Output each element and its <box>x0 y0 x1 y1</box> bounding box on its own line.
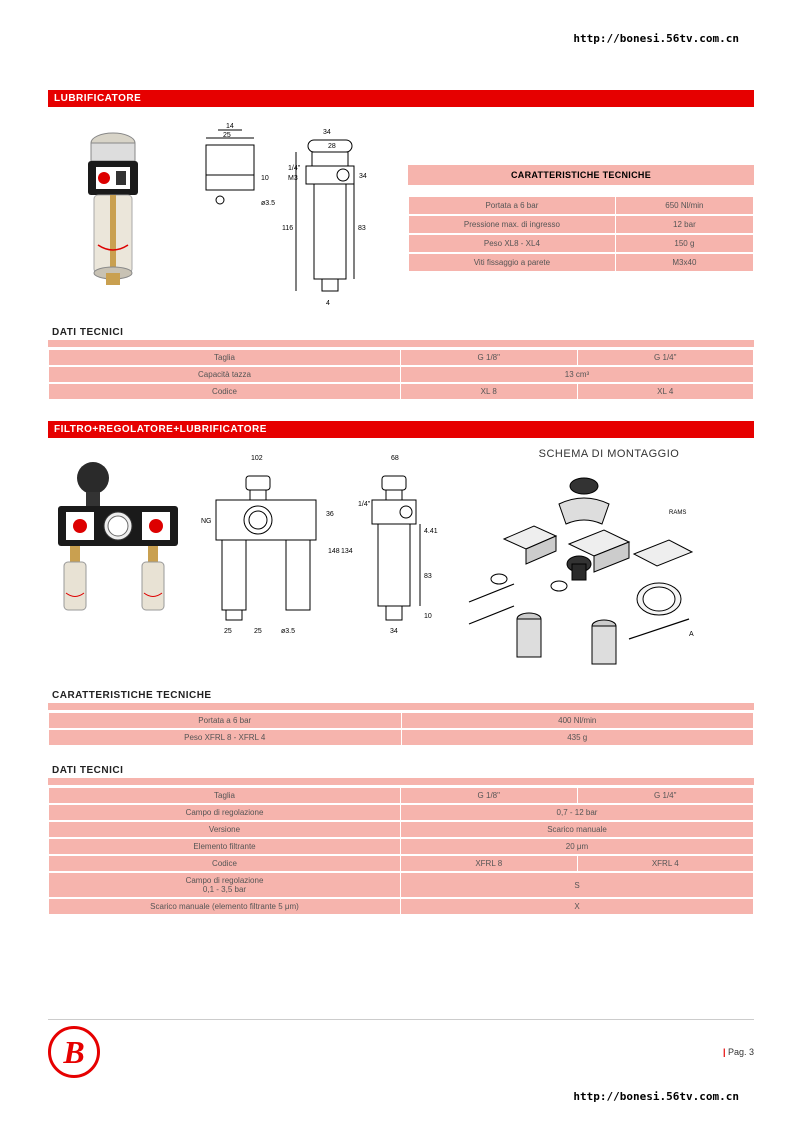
lubricator-photo <box>48 115 178 315</box>
table-row: Campo di regolazione 0,1 - 3,5 barS <box>49 873 753 897</box>
svg-text:10: 10 <box>424 613 432 620</box>
data-table-1: TagliaG 1/8"G 1/4" Capacità tazza13 cm³ … <box>48 348 754 401</box>
brand-logo: B <box>48 1026 100 1078</box>
svg-text:NG: NG <box>201 518 212 525</box>
svg-text:34: 34 <box>390 628 398 635</box>
section2-title: FILTRO+REGOLATORE+LUBRIFICATORE <box>48 421 754 438</box>
char-header-2: CARATTERISTICHE TECNICHE <box>48 688 754 710</box>
table-row: CodiceXL 8XL 4 <box>49 384 753 399</box>
svg-text:1/4": 1/4" <box>288 165 301 172</box>
table-row: Viti fissaggio a pareteM3x40 <box>409 254 753 271</box>
table-row: Peso XL8 - XL4150 g <box>409 235 753 252</box>
section1-specs-col: CARATTERISTICHE TECNICHE Portata a 6 bar… <box>408 115 754 273</box>
section1-title: LUBRIFICATORE <box>48 90 754 107</box>
svg-text:148: 148 <box>328 548 340 555</box>
table-row: TagliaG 1/8"G 1/4" <box>49 788 753 803</box>
url-footer: http://bonesi.56tv.com.cn <box>573 1090 739 1103</box>
svg-text:25: 25 <box>224 628 232 635</box>
svg-text:102: 102 <box>251 455 263 462</box>
svg-text:ø3.5: ø3.5 <box>261 200 275 207</box>
section2-content-row: 102 68 NG 25 25 ø3.5 36 148 134 <box>48 448 754 678</box>
table-row: Portata a 6 bar650 Nl/min <box>409 197 753 214</box>
svg-text:68: 68 <box>391 455 399 462</box>
svg-text:ø3.5: ø3.5 <box>281 628 295 635</box>
svg-text:A: A <box>689 631 694 638</box>
spec-table-1: Portata a 6 bar650 Nl/min Pressione max.… <box>408 195 754 273</box>
frl-tech-drawing: 102 68 NG 25 25 ø3.5 36 148 134 <box>196 448 456 678</box>
table-row: Scarico manuale (elemento filtrante 5 μm… <box>49 899 753 914</box>
svg-text:34: 34 <box>323 129 331 136</box>
table-row: Capacità tazza13 cm³ <box>49 367 753 382</box>
assembly-schema-col: SCHEMA DI MONTAGGIO RAMS <box>464 448 754 676</box>
table-row: VersioneScarico manuale <box>49 822 753 837</box>
svg-text:83: 83 <box>424 573 432 580</box>
svg-text:34: 34 <box>359 173 367 180</box>
schema-title: SCHEMA DI MONTAGGIO <box>464 448 754 460</box>
section1-content-row: 14 25 10 ø3.5 34 28 1/4" M3 83 116 4 34 <box>48 115 754 315</box>
table-row: CodiceXFRL 8XFRL 4 <box>49 856 753 871</box>
svg-text:25: 25 <box>254 628 262 635</box>
lubricator-tech-drawing: 14 25 10 ø3.5 34 28 1/4" M3 83 116 4 34 <box>188 115 398 315</box>
page-footer: B | Pag. 3 <box>48 1019 754 1078</box>
assembly-schema-drawing: RAMS <box>464 464 704 674</box>
page-number: | Pag. 3 <box>723 1047 754 1057</box>
table-row: Campo di regolazione0,7 - 12 bar <box>49 805 753 820</box>
svg-text:25: 25 <box>223 132 231 139</box>
svg-text:134: 134 <box>341 548 353 555</box>
svg-text:4.41: 4.41 <box>424 528 438 535</box>
svg-text:1/4": 1/4" <box>358 501 371 508</box>
svg-text:RAMS: RAMS <box>669 510 686 516</box>
frl-photo <box>48 448 188 678</box>
svg-text:28: 28 <box>328 143 336 150</box>
char-header-1: CARATTERISTICHE TECNICHE <box>408 165 754 185</box>
data-header-2: DATI TECNICI <box>48 763 754 785</box>
table-row: TagliaG 1/8"G 1/4" <box>49 350 753 365</box>
table-row: Pressione max. di ingresso12 bar <box>409 216 753 233</box>
table-row: Elemento filtrante20 μm <box>49 839 753 854</box>
svg-text:4: 4 <box>326 300 330 307</box>
table-row: Peso XFRL 8 - XFRL 4435 g <box>49 730 753 745</box>
svg-text:116: 116 <box>282 225 293 232</box>
svg-text:10: 10 <box>261 175 269 182</box>
table-row: Portata a 6 bar400 Nl/min <box>49 713 753 728</box>
url-header: http://bonesi.56tv.com.cn <box>573 32 739 45</box>
svg-text:83: 83 <box>358 225 366 232</box>
data-table-2: TagliaG 1/8"G 1/4" Campo di regolazione0… <box>48 786 754 916</box>
svg-text:14: 14 <box>226 123 234 130</box>
char-table-2: Portata a 6 bar400 Nl/min Peso XFRL 8 - … <box>48 711 754 747</box>
svg-text:36: 36 <box>326 511 334 518</box>
data-header-1: DATI TECNICI <box>48 325 754 347</box>
